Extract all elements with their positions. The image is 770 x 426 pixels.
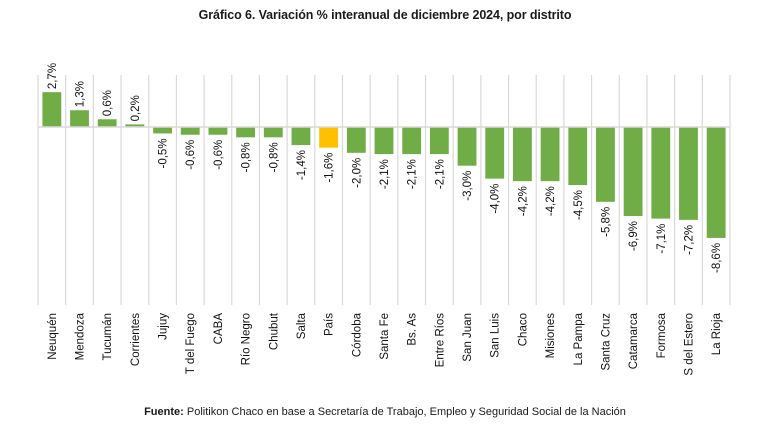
category-label: País — [324, 313, 336, 336]
data-label: -1,4% — [296, 150, 308, 180]
data-label: -2,1% — [407, 159, 419, 189]
data-label: -0,8% — [268, 142, 280, 172]
bar-mendoza — [70, 110, 89, 127]
bar-tucumán — [97, 119, 117, 127]
category-label: San Luis — [490, 313, 502, 358]
category-label: La Pampa — [573, 312, 585, 365]
data-labels: 2,7% 1,3% 0,6% 0,2% -0,5% -0,6% -0,6% -0,8% -0,8… — [47, 63, 723, 273]
source-note: Fuente: Politikon Chaco en base a Secret… — [0, 406, 770, 418]
bar-jujuy — [153, 127, 172, 134]
bar-misiones — [540, 127, 560, 182]
data-label: -4,0% — [490, 184, 502, 214]
category-label: Chaco — [517, 313, 529, 346]
category-label: Catamarca — [628, 312, 640, 369]
data-label: -2,1% — [434, 159, 446, 189]
bar-catamarca — [623, 127, 643, 217]
category-label: Neuquén — [47, 313, 59, 360]
gridlines — [37, 75, 731, 305]
category-label: Santa Fe — [379, 313, 391, 360]
category-label: Bs. As — [407, 313, 419, 346]
bar-s-del-estero — [679, 127, 698, 220]
bar-salta — [291, 127, 311, 146]
category-label: CABA — [213, 313, 225, 345]
data-label: -4,2% — [517, 186, 529, 216]
data-label: -0,8% — [241, 142, 253, 172]
chart-title: Gráfico 6. Variación % interanual de dic… — [198, 8, 572, 22]
category-label: S del Estero — [683, 313, 695, 376]
category-label: T del Fuego — [185, 313, 197, 374]
category-label: Corrientes — [130, 313, 142, 366]
data-label: -2,1% — [379, 159, 391, 189]
data-label: -8,6% — [711, 243, 723, 273]
data-label: -4,2% — [545, 186, 557, 216]
category-label: Entre Ríos — [434, 313, 446, 368]
category-label: Jujuy — [158, 313, 170, 340]
bar-corrientes — [125, 124, 145, 127]
source-label: Fuente: — [144, 406, 184, 418]
category-label: Río Negro — [241, 313, 253, 365]
bars — [42, 92, 726, 238]
bar-chubut — [263, 127, 283, 138]
bar-bs-as — [402, 127, 422, 155]
bar-río-negro — [236, 127, 256, 138]
data-label: 0,2% — [130, 95, 142, 121]
category-label: Chubut — [268, 312, 280, 350]
category-label: Salta — [296, 312, 308, 339]
bar-santa-fe — [374, 127, 394, 155]
category-label: La Rioja — [711, 312, 723, 355]
bar-santa-cruz — [596, 127, 615, 202]
category-labels: Neuquén Mendoza Tucumán Corrientes Jujuy T de… — [47, 312, 723, 375]
bar-caba — [208, 127, 228, 135]
data-label: -3,0% — [462, 171, 474, 201]
data-label: -0,6% — [185, 140, 197, 170]
bar-t-del-fuego — [180, 127, 200, 135]
bar-formosa — [651, 127, 671, 219]
data-label: -7,2% — [683, 225, 695, 255]
category-label: Córdoba — [351, 312, 363, 357]
data-label: -0,6% — [213, 140, 225, 170]
source-text: Politikon Chaco en base a Secretaría de … — [183, 406, 626, 418]
bar-córdoba — [346, 127, 366, 153]
category-label: Mendoza — [75, 312, 87, 360]
data-label: 1,3% — [75, 81, 87, 107]
data-label: -5,8% — [600, 207, 612, 237]
bar-chaco — [512, 127, 532, 182]
bar-país — [319, 127, 339, 148]
bar-entre-ríos — [429, 127, 449, 155]
data-label: -6,9% — [628, 221, 640, 251]
category-label: Misiones — [545, 313, 557, 359]
category-label: Formosa — [656, 312, 668, 358]
data-label: -1,6% — [324, 153, 336, 183]
category-label: Tucumán — [102, 313, 114, 361]
category-label: San Juan — [462, 313, 474, 362]
category-label: Santa Cruz — [600, 313, 612, 371]
data-label: -2,0% — [351, 158, 363, 188]
data-label: -7,1% — [656, 224, 668, 254]
bar-la-pampa — [568, 127, 588, 186]
data-label: 0,6% — [102, 90, 114, 116]
data-label: -4,5% — [573, 190, 585, 220]
data-label: -0,5% — [158, 138, 170, 168]
bar-san-juan — [457, 127, 477, 166]
bar-san-luis — [485, 127, 505, 179]
bar-la-rioja — [706, 127, 726, 238]
bar-neuquén — [42, 92, 62, 127]
data-label: 2,7% — [47, 63, 59, 89]
